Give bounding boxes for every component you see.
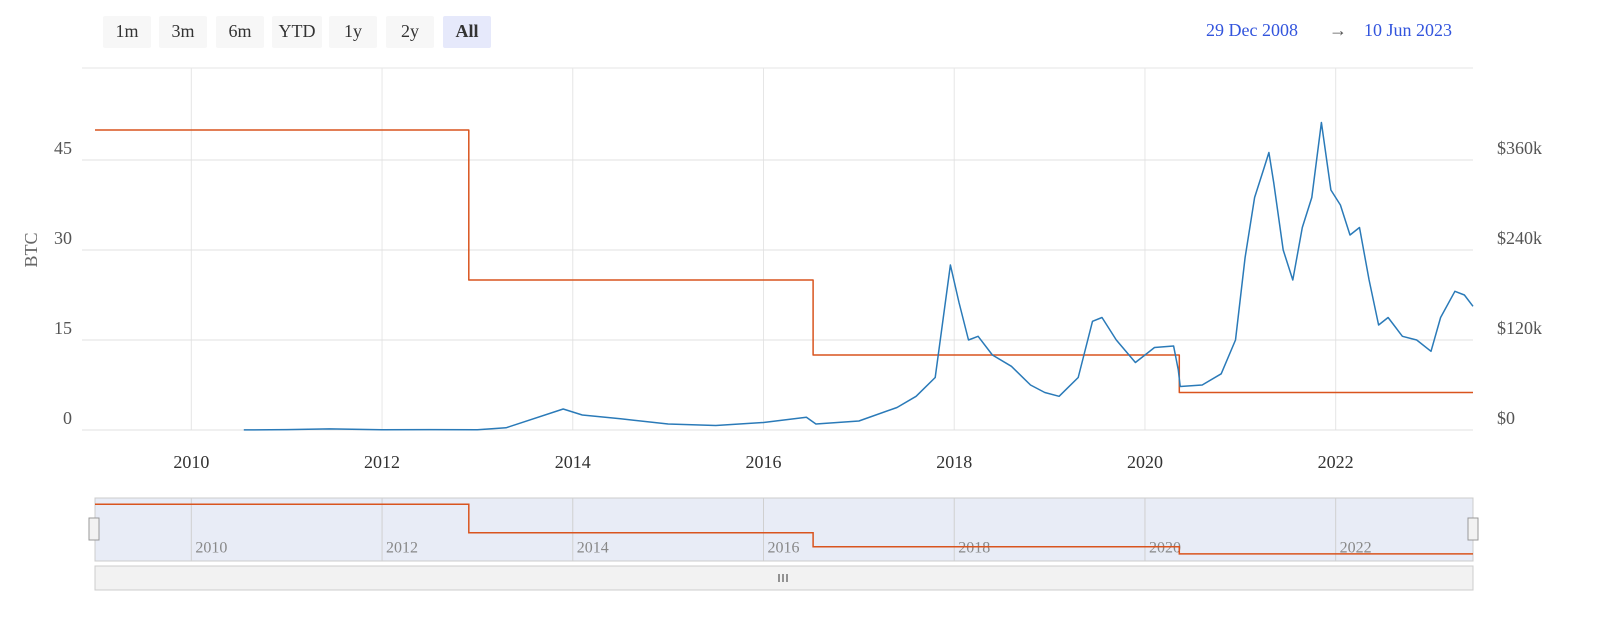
navigator-line — [95, 503, 1473, 555]
nav-tick-label: 2014 — [577, 540, 609, 557]
nav-tick-label: 2022 — [1340, 540, 1372, 557]
range-button-label[interactable]: 1y — [344, 21, 362, 41]
nav-tick-label: 2010 — [195, 540, 227, 557]
range-button-label[interactable]: All — [455, 21, 478, 41]
nav-tick-label: 2012 — [386, 540, 418, 557]
y-axis-title: BTC — [21, 232, 41, 267]
range-button[interactable] — [216, 16, 264, 48]
navigator-handle[interactable] — [1467, 517, 1479, 541]
range-button[interactable] — [329, 16, 377, 48]
range-from[interactable]: 29 Dec 2008 — [1206, 20, 1298, 40]
x-tick-label: 2012 — [364, 452, 400, 472]
range-button[interactable] — [103, 16, 151, 48]
range-button-label[interactable]: YTD — [279, 21, 316, 41]
y2-tick-label: $0 — [1497, 408, 1515, 428]
x-tick-label: 2014 — [555, 452, 591, 472]
y-tick-label: 0 — [63, 408, 72, 428]
range-button[interactable] — [159, 16, 207, 48]
y-tick-label: 15 — [54, 318, 72, 338]
y2-tick-label: $240k — [1497, 228, 1542, 248]
series-line — [243, 121, 1474, 431]
x-tick-label: 2016 — [745, 452, 781, 472]
y2-tick-label: $120k — [1497, 318, 1542, 338]
range-button[interactable] — [443, 16, 491, 48]
navigator[interactable] — [94, 497, 1474, 562]
x-tick-label: 2020 — [1127, 452, 1163, 472]
navigator-handle[interactable] — [88, 517, 100, 541]
x-tick-label: 2018 — [936, 452, 972, 472]
series-line — [95, 129, 1473, 394]
range-buttons: 1m 3m 6m YTD 1y 2y All — [103, 16, 491, 48]
range-button-label[interactable]: 6m — [228, 21, 251, 41]
range-button-label[interactable]: 1m — [115, 21, 138, 41]
nav-tick-label: 2020 — [1149, 540, 1181, 557]
nav-tick-label: 2018 — [958, 540, 990, 557]
nav-tick-label: 2016 — [767, 540, 799, 557]
scrollbar[interactable] — [94, 565, 1474, 591]
x-tick-label: 2022 — [1318, 452, 1354, 472]
scrollbar-grip — [778, 574, 788, 582]
y-tick-label: 45 — [54, 138, 72, 158]
range-button-label[interactable]: 2y — [401, 21, 419, 41]
range-to[interactable]: 10 Jun 2023 — [1364, 20, 1452, 40]
y2-tick-label: $360k — [1497, 138, 1542, 158]
range-button-label[interactable]: 3m — [171, 21, 194, 41]
range-button[interactable] — [386, 16, 434, 48]
y-tick-label: 30 — [54, 228, 72, 248]
range-button[interactable] — [272, 16, 322, 48]
x-tick-label: 2010 — [173, 452, 209, 472]
range-arrow: → — [1329, 20, 1347, 40]
